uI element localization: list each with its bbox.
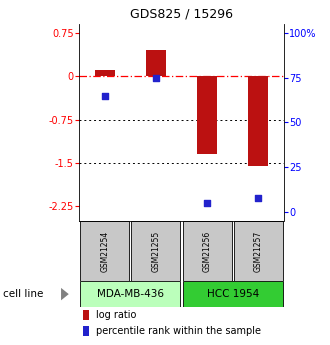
Bar [83, 310, 89, 320]
Bar [182, 221, 232, 280]
Text: GSM21256: GSM21256 [203, 230, 212, 272]
Point [205, 200, 210, 206]
Bar [234, 221, 283, 280]
Point [153, 75, 159, 80]
Bar [80, 282, 181, 307]
Point [256, 195, 261, 200]
Text: GDS825 / 15296: GDS825 / 15296 [130, 8, 233, 21]
Bar [83, 326, 89, 336]
Bar [146, 50, 166, 76]
Text: percentile rank within the sample: percentile rank within the sample [96, 326, 261, 336]
Bar [131, 221, 181, 280]
Bar [248, 76, 269, 166]
Text: GSM21257: GSM21257 [254, 230, 263, 272]
Text: HCC 1954: HCC 1954 [207, 289, 259, 299]
Text: cell line: cell line [3, 289, 44, 299]
Text: GSM21254: GSM21254 [100, 230, 109, 272]
Text: MDA-MB-436: MDA-MB-436 [97, 289, 164, 299]
Bar [182, 282, 283, 307]
Bar [95, 70, 115, 76]
Bar [197, 76, 217, 154]
Text: log ratio: log ratio [96, 310, 136, 320]
Text: GSM21255: GSM21255 [151, 230, 160, 272]
Point [102, 93, 108, 98]
Bar [80, 221, 129, 280]
